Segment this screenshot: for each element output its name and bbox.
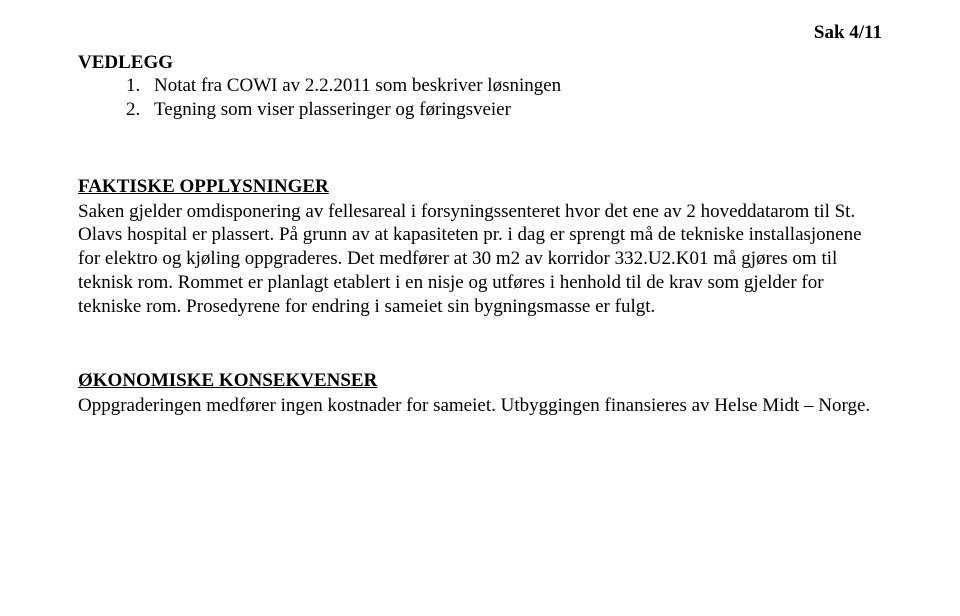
document-page: Sak 4/11 VEDLEGG 1. Notat fra COWI av 2.… — [0, 0, 960, 448]
factual-info-body: Saken gjelder omdisponering av fellesare… — [78, 200, 882, 319]
economic-heading: ØKONOMISKE KONSEKVENSER — [78, 370, 882, 392]
list-item: 1. Notat fra COWI av 2.2.2011 som beskri… — [126, 74, 882, 98]
economic-body: Oppgraderingen medfører ingen kostnader … — [78, 394, 882, 418]
list-item: 2. Tegning som viser plasseringer og før… — [126, 98, 882, 122]
case-number: Sak 4/11 — [814, 22, 882, 44]
attachments-heading: VEDLEGG — [78, 52, 882, 74]
list-number: 1. — [126, 74, 154, 98]
list-text: Tegning som viser plasseringer og føring… — [154, 98, 511, 122]
factual-info-heading: FAKTISKE OPPLYSNINGER — [78, 176, 882, 198]
attachments-list: 1. Notat fra COWI av 2.2.2011 som beskri… — [78, 74, 882, 122]
list-number: 2. — [126, 98, 154, 122]
list-text: Notat fra COWI av 2.2.2011 som beskriver… — [154, 74, 561, 98]
